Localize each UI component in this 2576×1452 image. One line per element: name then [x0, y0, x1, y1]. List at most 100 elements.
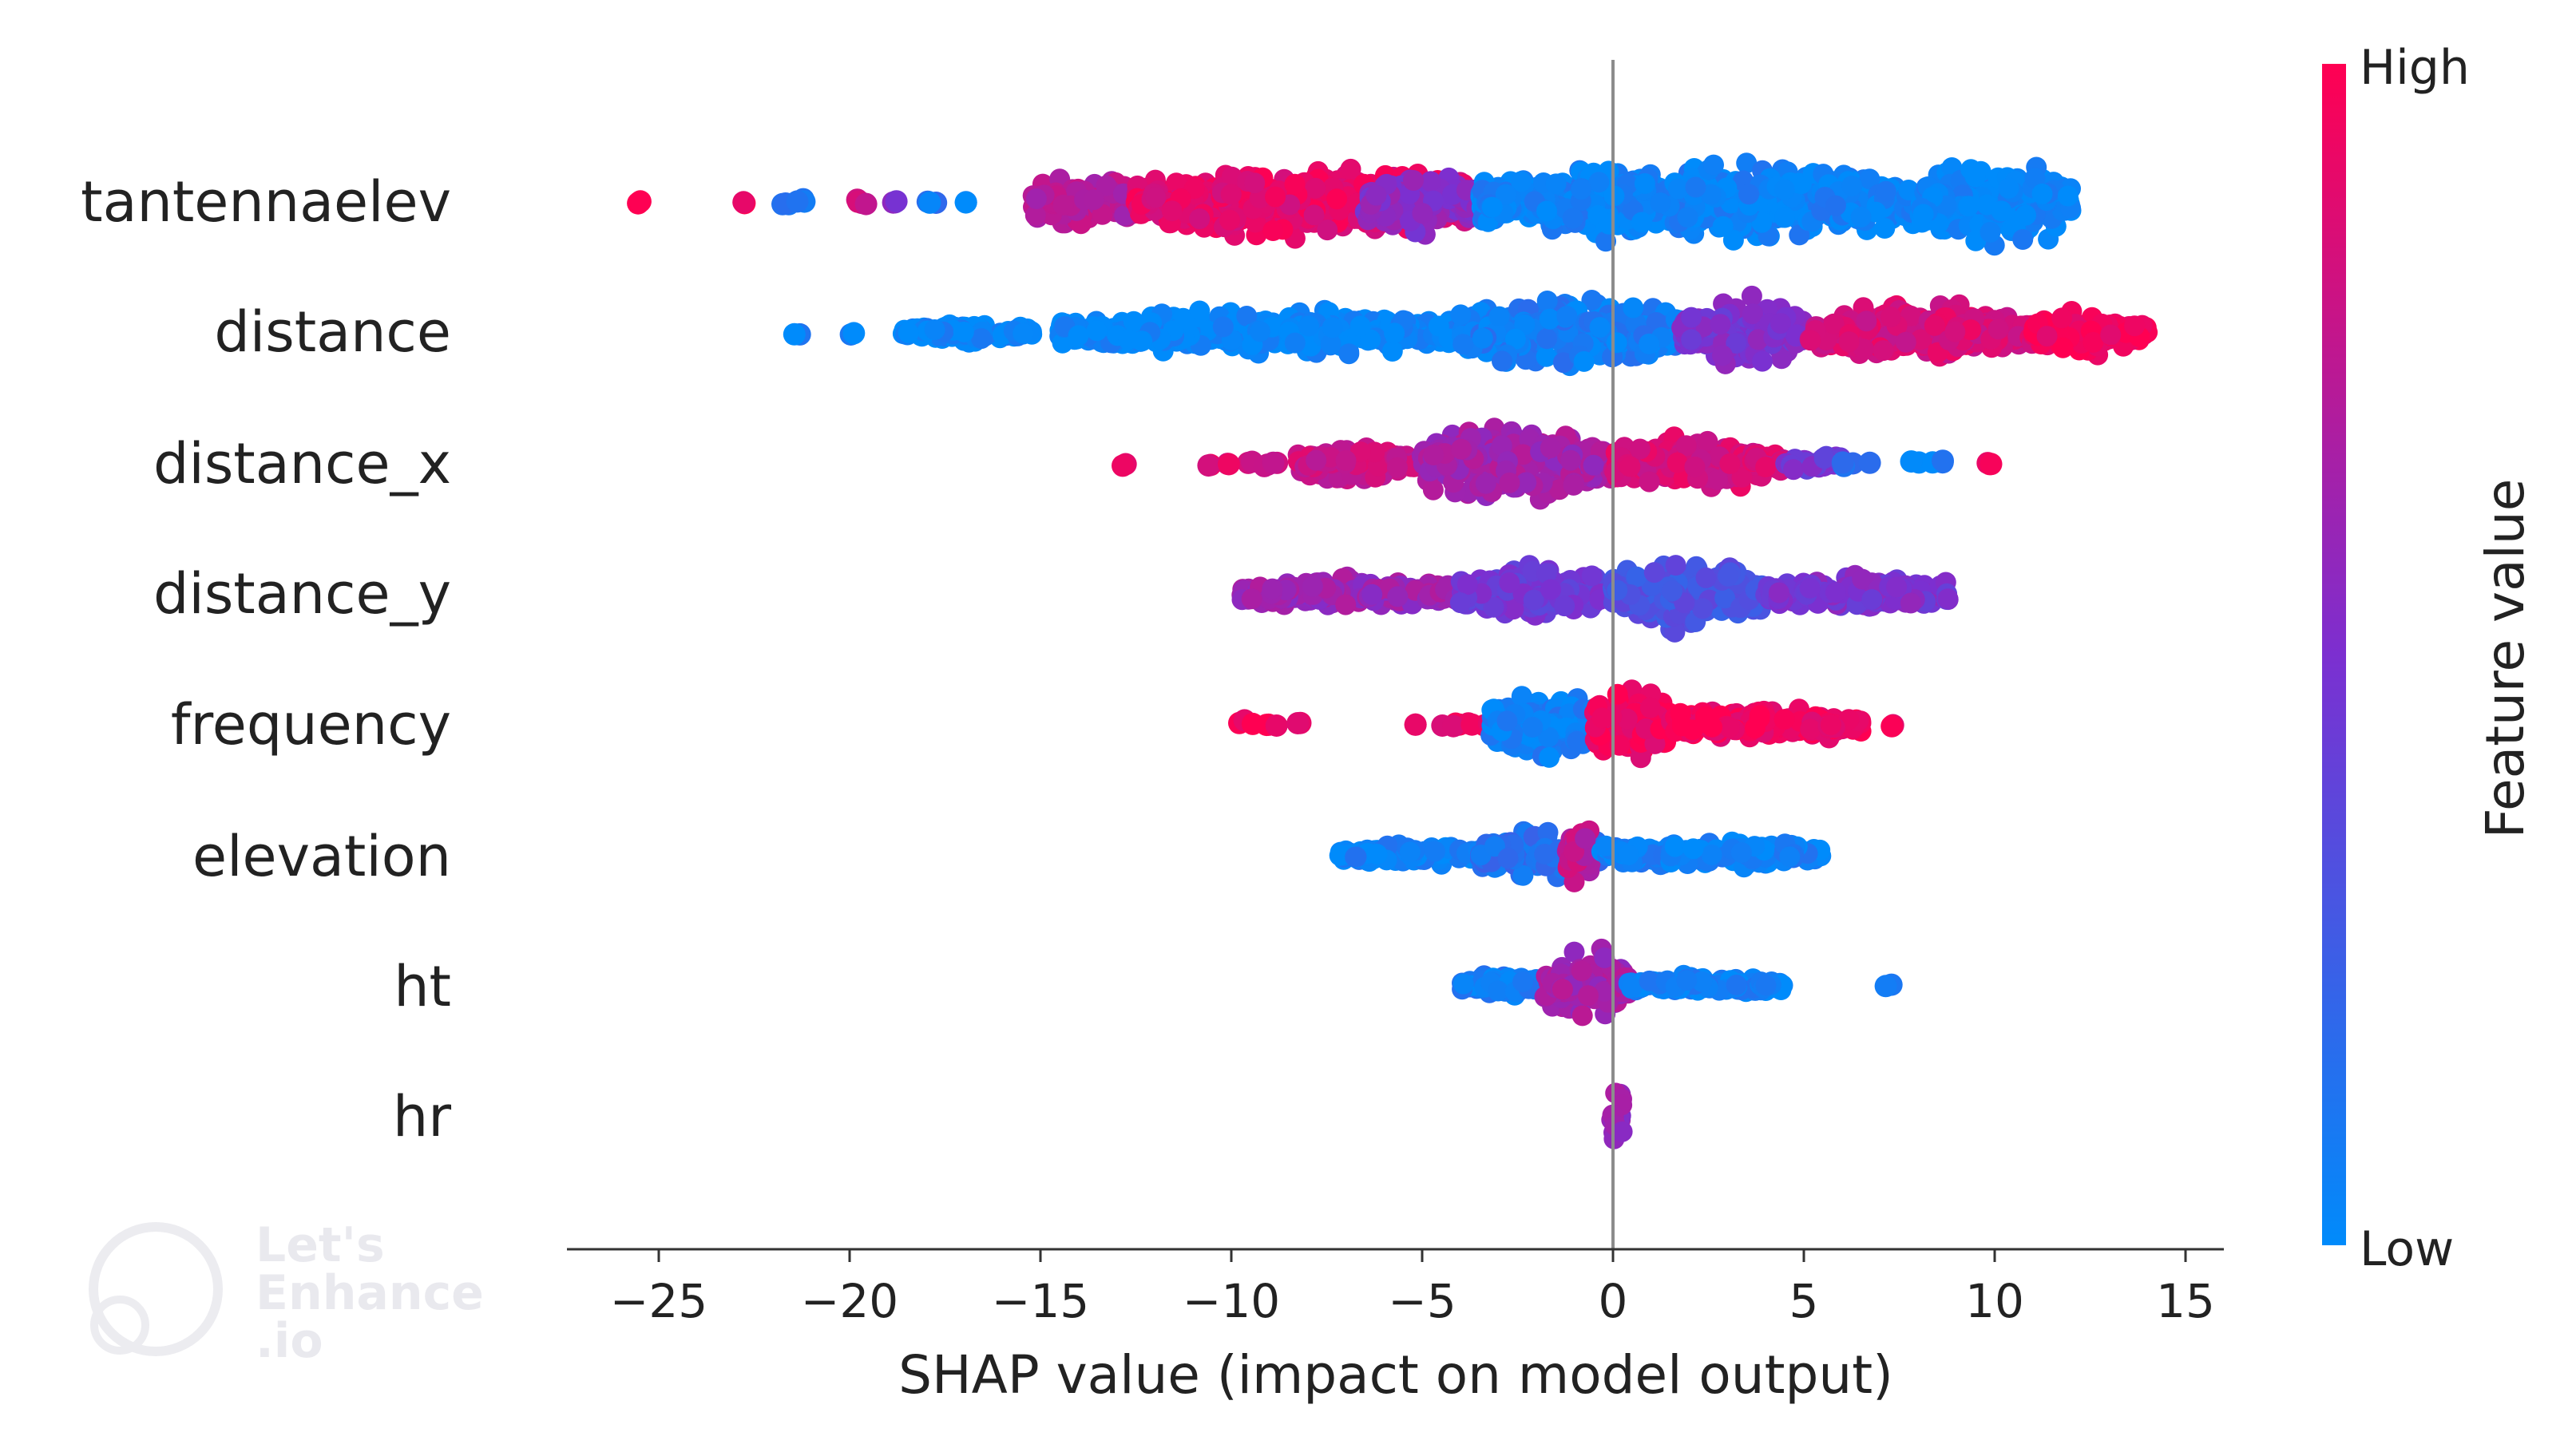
- shap-point: [1403, 170, 1424, 191]
- shap-point: [1499, 572, 1520, 593]
- shap-point: [1112, 454, 1134, 477]
- shap-point: [842, 322, 866, 345]
- shap-point: [1320, 334, 1342, 355]
- shap-point: [1858, 451, 1881, 474]
- shap-point: [1773, 179, 1795, 200]
- shap-point: [1024, 204, 1046, 226]
- shap-point: [1944, 321, 1966, 342]
- shap-point: [1386, 457, 1408, 478]
- shap-point: [1404, 713, 1427, 736]
- shap-point: [1265, 714, 1288, 737]
- shap-point: [1303, 204, 1325, 226]
- shap-point: [1980, 221, 2001, 243]
- shap-point: [1423, 445, 1445, 465]
- shap-point: [1684, 456, 1706, 477]
- shap-point: [1096, 175, 1117, 196]
- shap-point: [1731, 466, 1753, 488]
- shap-point: [1726, 333, 1747, 354]
- watermark-logo: [89, 1222, 223, 1356]
- shap-point: [1449, 592, 1471, 614]
- shap-point: [954, 191, 977, 214]
- shap-point: [918, 191, 941, 214]
- shap-point: [1741, 285, 1762, 307]
- shap-point: [1220, 184, 1242, 205]
- shap-point: [2052, 337, 2074, 358]
- shap-point: [1412, 203, 1433, 224]
- shap-point: [1545, 173, 1567, 195]
- shap-point: [1856, 311, 1877, 332]
- shap-point: [1598, 213, 1619, 235]
- shap-point: [1768, 582, 1789, 603]
- shap-point: [1563, 474, 1584, 496]
- shap-point: [1742, 303, 1763, 325]
- shap-point: [1685, 176, 1706, 198]
- shap-point: [1481, 196, 1503, 218]
- feature-row-distance: [783, 285, 2158, 377]
- shap-point: [1932, 449, 1954, 473]
- shap-point: [1714, 588, 1736, 609]
- shap-point: [1123, 311, 1144, 332]
- shap-point: [1581, 565, 1603, 587]
- shap-point: [1895, 331, 1916, 353]
- shap-point: [1488, 306, 1510, 327]
- shap-point: [1052, 194, 1074, 216]
- shap-point: [2057, 185, 2079, 207]
- shap-point: [1573, 350, 1595, 372]
- shap-point: [1361, 584, 1383, 605]
- shap-point: [1475, 473, 1496, 494]
- shap-point: [1472, 327, 1493, 349]
- shap-point: [1326, 188, 1348, 210]
- shap-point: [1770, 313, 1791, 334]
- shap-point: [1504, 328, 1526, 350]
- shap-point: [1236, 306, 1258, 326]
- shap-point: [2051, 307, 2073, 329]
- shap-point: [1013, 322, 1034, 344]
- feature-row-distance-y: [1231, 555, 1959, 643]
- shap-point: [1873, 340, 1894, 362]
- shap-point: [1623, 297, 1644, 318]
- shap-point: [1217, 453, 1240, 476]
- shap-point: [1068, 325, 1089, 346]
- shap-point: [1554, 595, 1575, 617]
- shap-point: [1335, 449, 1357, 471]
- shap-point: [1384, 322, 1405, 344]
- shap-point: [1980, 453, 2003, 476]
- shap-point: [1428, 315, 1449, 337]
- shap-point: [854, 192, 878, 216]
- shap-point: [1823, 313, 1845, 334]
- shap-point: [1738, 184, 1759, 205]
- shap-point: [1697, 430, 1718, 452]
- shap-point: [1924, 315, 1945, 336]
- shap-point: [1422, 479, 1444, 500]
- shap-point: [1783, 459, 1804, 481]
- shap-point: [1452, 334, 1474, 355]
- shap-point: [1189, 208, 1211, 230]
- shap-point: [1305, 177, 1326, 199]
- shap-point: [1451, 438, 1472, 460]
- shap-point: [1886, 576, 1908, 598]
- shap-point: [885, 190, 908, 213]
- shap-point: [1991, 200, 2012, 222]
- shap-point: [1219, 209, 1240, 231]
- shap-point: [1511, 171, 1532, 192]
- shap-point: [1755, 457, 1777, 478]
- shap-point: [1322, 317, 1343, 338]
- shap-point: [1145, 187, 1167, 208]
- shap-point: [732, 191, 755, 214]
- shap-point: [1631, 212, 1653, 233]
- shap-point: [1387, 586, 1409, 607]
- shap-point: [1875, 180, 1896, 202]
- shap-point: [1349, 315, 1371, 337]
- shap-point: [1166, 172, 1187, 194]
- shap-point: [1987, 318, 2009, 340]
- feature-row-distance-x: [1112, 417, 2003, 510]
- shap-point: [1958, 196, 1980, 217]
- shap-point: [1850, 206, 1872, 227]
- shap-point: [1262, 220, 1284, 241]
- shap-point: [1522, 717, 1544, 738]
- shap-point: [1340, 158, 1361, 180]
- shap-point: [1250, 321, 1270, 342]
- shap-point: [1695, 567, 1717, 588]
- shap-point: [1629, 438, 1651, 460]
- shap-point: [1880, 307, 1901, 327]
